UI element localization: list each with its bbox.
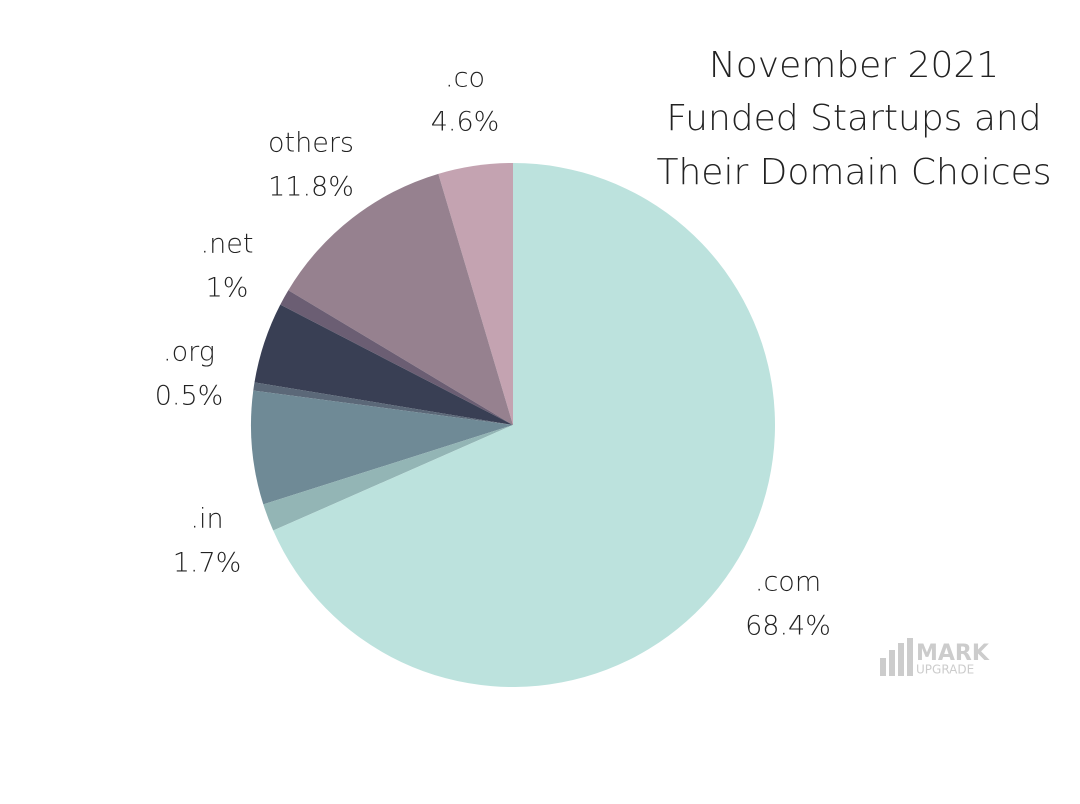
chart-title: Funded Startups and — [666, 98, 1041, 139]
value-label: 1% — [206, 273, 249, 304]
chart-title: November 2021 — [709, 45, 999, 86]
value-label: 11.8% — [268, 172, 354, 203]
slice-label: .net — [201, 229, 254, 260]
chart-title: Their Domain Choices — [656, 152, 1051, 193]
value-label: 4.6% — [431, 107, 500, 138]
pie-slice — [254, 304, 513, 425]
watermark: UPGRADE — [916, 663, 974, 677]
watermark: MARK — [916, 641, 990, 666]
slice-label: others — [268, 128, 354, 159]
pie-slice — [288, 173, 513, 425]
pie-slice — [263, 425, 513, 531]
value-label: 1.7% — [173, 548, 242, 579]
watermark-icon — [880, 638, 913, 676]
pie-slice — [273, 163, 776, 687]
slice-label: .com — [755, 567, 821, 598]
slice-label: .org — [163, 337, 215, 368]
pie-slice — [280, 290, 513, 425]
pie-slice — [438, 163, 513, 425]
value-label: 68.4% — [745, 611, 831, 642]
value-label: 0.5% — [155, 381, 224, 412]
pie-slice — [250, 390, 513, 505]
slice-label: .in — [190, 504, 223, 535]
slice-label: .co — [445, 63, 485, 94]
pie-slice — [253, 382, 513, 425]
